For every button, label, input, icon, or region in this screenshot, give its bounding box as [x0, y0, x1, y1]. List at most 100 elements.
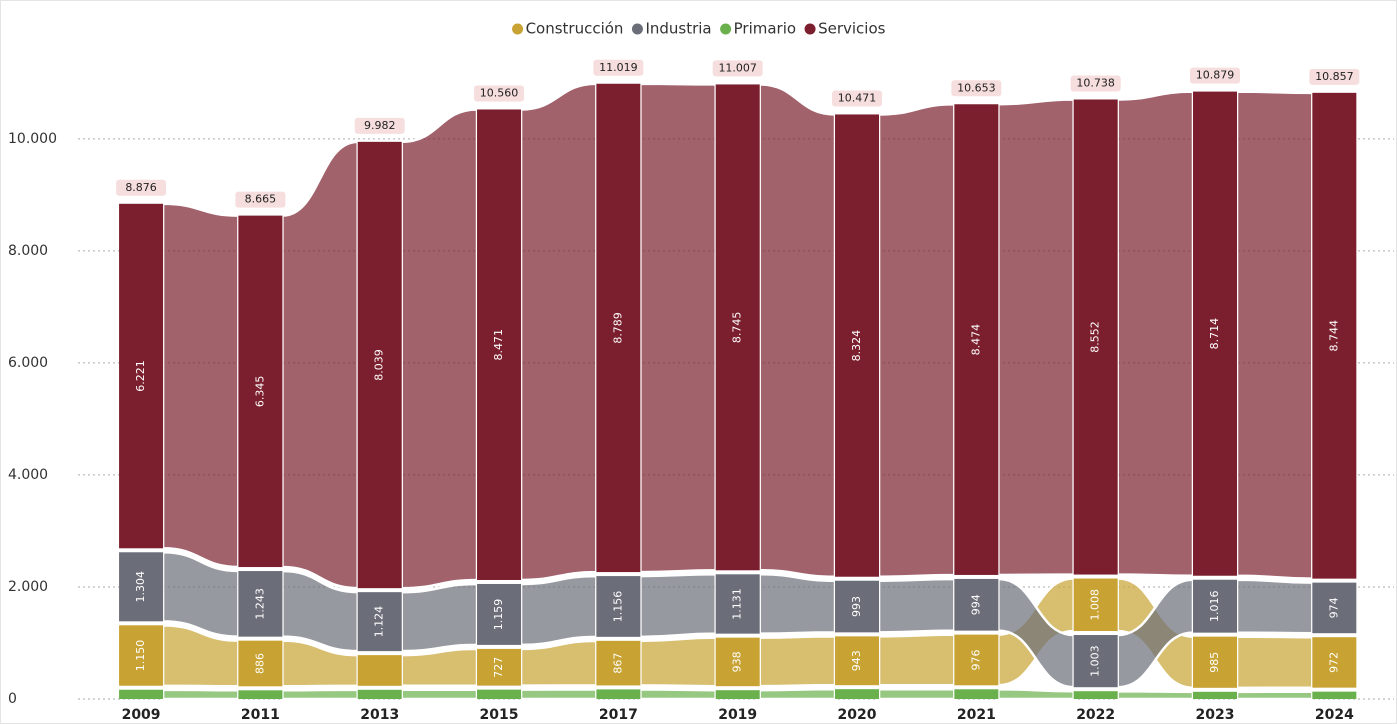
value-label: 938	[731, 651, 744, 672]
total-box	[116, 179, 167, 196]
y-tick-label: 10.000	[8, 131, 57, 147]
bar	[1312, 92, 1357, 579]
bar	[1312, 582, 1357, 634]
value-label: 8.714	[1208, 318, 1221, 350]
ribbon	[877, 633, 956, 687]
legend-swatch	[720, 23, 732, 35]
ribbon	[1116, 90, 1195, 577]
ribbon	[639, 573, 717, 639]
bar	[357, 592, 402, 652]
bar	[954, 578, 999, 631]
total-label: 8.876	[125, 181, 157, 194]
x-tick-label: 2011	[241, 707, 280, 723]
value-label: 974	[1327, 597, 1340, 618]
value-label: 1.003	[1089, 645, 1102, 677]
value-label: 6.345	[253, 376, 266, 408]
x-tick-label: 2020	[838, 707, 877, 723]
value-label: 8.745	[731, 312, 744, 344]
ribbon	[997, 98, 1075, 577]
total-box	[235, 191, 286, 208]
bar	[119, 689, 164, 699]
legend-label: Servicios	[818, 20, 886, 38]
bar	[596, 576, 641, 637]
ribbons	[161, 82, 1314, 701]
value-label: 1.124	[373, 606, 386, 638]
value-label: 1.159	[492, 599, 505, 631]
ribbon	[519, 688, 598, 701]
ribbon	[519, 574, 598, 647]
bar	[835, 689, 880, 699]
total-box	[832, 90, 883, 107]
ribbon	[400, 108, 479, 590]
ribbon	[519, 639, 598, 687]
bar	[477, 648, 522, 686]
bar	[835, 636, 880, 686]
ribbon	[1235, 578, 1314, 635]
value-label: 943	[850, 650, 863, 671]
bar	[119, 203, 164, 549]
x-tick-label: 2015	[480, 707, 519, 723]
bar	[1193, 636, 1238, 688]
value-label: 1.156	[611, 591, 624, 623]
legend-swatch	[804, 23, 816, 35]
y-tick-label: 0	[8, 691, 17, 707]
total-box	[951, 80, 1002, 97]
total-label: 10.560	[480, 86, 519, 99]
total-label: 10.653	[957, 81, 996, 94]
ribbon	[1235, 90, 1314, 580]
bar	[1193, 691, 1238, 699]
bar	[715, 84, 760, 571]
value-label: 1.150	[134, 640, 147, 672]
legend-swatch	[631, 23, 643, 35]
value-label: 1.304	[134, 571, 147, 603]
value-label: 1.008	[1089, 589, 1102, 621]
value-label: 8.471	[492, 329, 505, 361]
ribbon	[400, 582, 479, 653]
value-label: 972	[1327, 652, 1340, 673]
value-label: 8.552	[1089, 321, 1102, 353]
bar	[835, 114, 880, 577]
total-label: 11.007	[718, 61, 757, 74]
total-label: 11.019	[599, 61, 638, 74]
bar	[1312, 691, 1357, 699]
value-label: 8.474	[969, 324, 982, 356]
ribbon	[758, 573, 837, 635]
ribbon	[1235, 690, 1314, 701]
ribbon	[758, 83, 837, 578]
bar	[1073, 635, 1118, 688]
ribbon	[997, 577, 1075, 689]
bar	[835, 580, 880, 633]
ribbon	[519, 82, 598, 582]
total-box	[593, 59, 644, 76]
ribbon	[877, 687, 956, 701]
ribbon	[281, 688, 359, 701]
legend-swatch	[512, 23, 524, 35]
x-tick-label: 2017	[599, 707, 638, 723]
value-label: 867	[611, 653, 624, 674]
ribbon	[877, 577, 956, 634]
bar	[238, 215, 283, 568]
bar	[477, 109, 522, 580]
total-box	[1070, 75, 1121, 92]
x-tick-label: 2009	[122, 707, 161, 723]
x-tick-label: 2024	[1315, 707, 1354, 723]
total-label: 10.857	[1315, 70, 1354, 83]
bar	[238, 640, 283, 687]
bar	[715, 690, 760, 699]
total-box	[1190, 67, 1241, 84]
ribbon	[639, 688, 717, 701]
total-label: 10.879	[1196, 69, 1235, 82]
total-box	[712, 60, 763, 77]
bar	[1312, 637, 1357, 688]
total-box	[354, 117, 405, 134]
ribbon	[758, 635, 837, 688]
bar	[1073, 691, 1118, 699]
bar	[954, 689, 999, 699]
value-label: 1.243	[253, 588, 266, 620]
legend: Construcción Industria Primario Servicios	[512, 20, 886, 38]
value-label: 976	[969, 649, 982, 670]
bar	[357, 141, 402, 589]
bars: 1.150 886 727 867 938 943 976 1.008 985 972 1.304 1…	[119, 83, 1357, 699]
bar	[954, 104, 999, 575]
